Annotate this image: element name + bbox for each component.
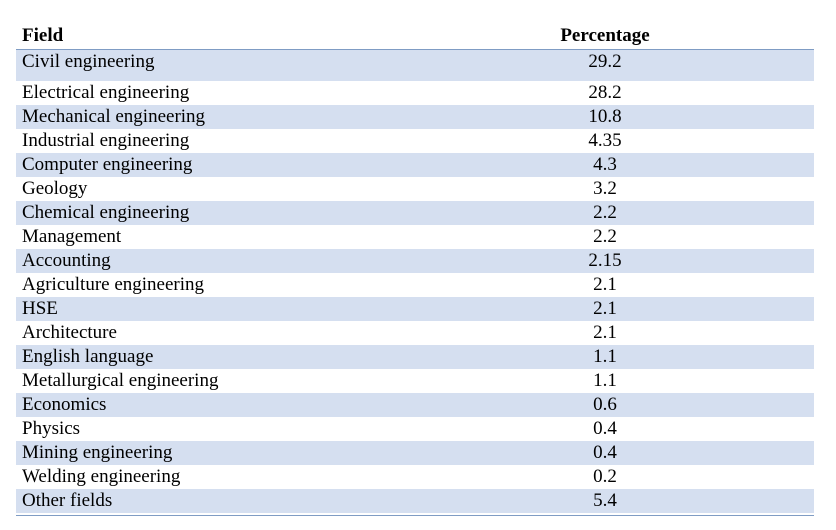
table-row: Welding engineering 0.2 [16,465,814,489]
cell-field: Other fields [22,490,113,511]
cell-percentage: 28.2 [588,82,622,103]
table-row: Computer engineering 4.3 [16,153,814,177]
cell-field: Mining engineering [22,442,173,463]
table-bottom-border [16,515,814,516]
cell-percentage: 0.4 [593,418,617,439]
table-row: Agriculture engineering 2.1 [16,273,814,297]
cell-percentage: 4.35 [588,130,622,151]
table-row: Chemical engineering 2.2 [16,201,814,225]
cell-field: Architecture [22,322,117,343]
table-row: Industrial engineering 4.35 [16,129,814,153]
table-row: Civil engineering 29.2 [16,50,814,81]
field-percentage-table: Field Percentage Civil engineering 29.2 … [16,24,814,516]
table-row: Mechanical engineering 10.8 [16,105,814,129]
cell-field: Agriculture engineering [22,274,205,295]
cell-field: Industrial engineering [22,130,190,151]
cell-percentage: 5.4 [593,490,617,511]
table-row: Geology 3.2 [16,177,814,201]
cell-field: Civil engineering [22,51,155,72]
table-header-row: Field Percentage [16,24,814,50]
cell-percentage: 3.2 [593,178,617,199]
table-row: Mining engineering 0.4 [16,441,814,465]
table-row: Management 2.2 [16,225,814,249]
cell-percentage: 10.8 [588,106,622,127]
header-percentage: Percentage [560,25,650,46]
cell-field: Economics [22,394,107,415]
cell-field: Mechanical engineering [22,106,206,127]
cell-percentage: 29.2 [588,51,622,72]
cell-percentage: 0.4 [593,442,617,463]
cell-field: Metallurgical engineering [22,370,219,391]
table-row: HSE 2.1 [16,297,814,321]
cell-percentage: 2.2 [593,202,617,223]
cell-percentage: 2.2 [593,226,617,247]
cell-field: Geology [22,178,88,199]
cell-field: Management [22,226,122,247]
cell-field: Accounting [22,250,111,271]
cell-percentage: 2.1 [593,322,617,343]
cell-percentage: 1.1 [593,370,617,391]
cell-percentage: 4.3 [593,154,617,175]
cell-percentage: 0.2 [593,466,617,487]
cell-field: HSE [22,298,58,319]
cell-percentage: 2.1 [593,298,617,319]
cell-percentage: 0.6 [593,394,617,415]
header-field: Field [22,25,64,46]
cell-field: Computer engineering [22,154,193,175]
cell-percentage: 1.1 [593,346,617,367]
cell-field: Physics [22,418,81,439]
cell-field: English language [22,346,154,367]
table-row: Architecture 2.1 [16,321,814,345]
table-row: Metallurgical engineering 1.1 [16,369,814,393]
cell-field: Electrical engineering [22,82,190,103]
table-row: Other fields 5.4 [16,489,814,513]
cell-percentage: 2.15 [588,250,622,271]
table-row: Economics 0.6 [16,393,814,417]
table-row: Accounting 2.15 [16,249,814,273]
table-row: Electrical engineering 28.2 [16,81,814,105]
cell-field: Chemical engineering [22,202,190,223]
table-row: English language 1.1 [16,345,814,369]
cell-field: Welding engineering [22,466,181,487]
table-row: Physics 0.4 [16,417,814,441]
cell-percentage: 2.1 [593,274,617,295]
